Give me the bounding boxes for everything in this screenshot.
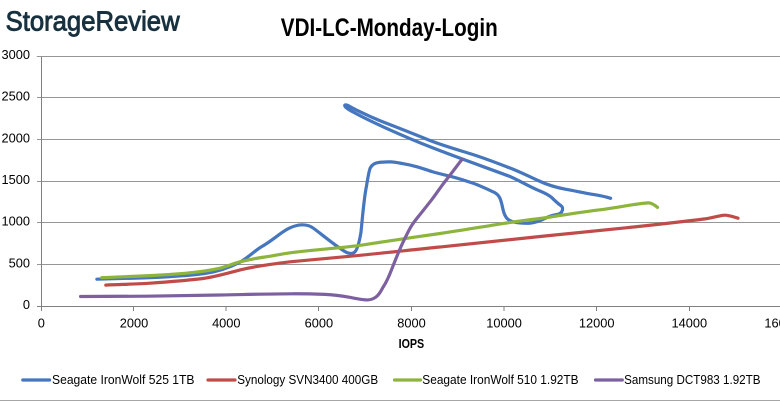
- svg-text:Synology SVN3400 400GB: Synology SVN3400 400GB: [237, 373, 378, 387]
- svg-text:10000: 10000: [486, 316, 522, 331]
- svg-text:8000: 8000: [397, 316, 425, 331]
- svg-text:Samsung DCT983 1.92TB: Samsung DCT983 1.92TB: [624, 373, 760, 387]
- svg-text:VDI-LC-Monday-Login: VDI-LC-Monday-Login: [281, 14, 498, 42]
- svg-text:StorageReview: StorageReview: [6, 5, 181, 36]
- svg-text:2000: 2000: [120, 316, 148, 331]
- svg-text:1500: 1500: [2, 172, 30, 187]
- svg-text:500: 500: [9, 255, 30, 270]
- svg-text:6000: 6000: [305, 316, 333, 331]
- svg-text:IOPS: IOPS: [399, 336, 425, 351]
- svg-text:Seagate IronWolf 525 1TB: Seagate IronWolf 525 1TB: [52, 373, 195, 387]
- svg-text:Seagate IronWolf 510 1.92TB: Seagate IronWolf 510 1.92TB: [422, 373, 578, 387]
- svg-text:2000: 2000: [2, 130, 30, 145]
- svg-text:3000: 3000: [2, 47, 30, 62]
- svg-text:16000: 16000: [764, 316, 780, 331]
- svg-text:1000: 1000: [2, 214, 30, 229]
- svg-text:14000: 14000: [672, 316, 708, 331]
- svg-text:2500: 2500: [2, 89, 30, 104]
- svg-text:12000: 12000: [579, 316, 615, 331]
- svg-text:4000: 4000: [212, 316, 240, 331]
- svg-text:0: 0: [38, 316, 45, 331]
- svg-text:0: 0: [23, 297, 30, 312]
